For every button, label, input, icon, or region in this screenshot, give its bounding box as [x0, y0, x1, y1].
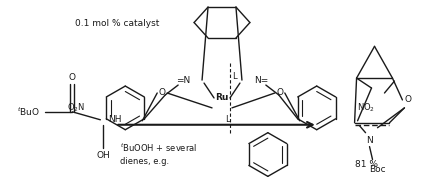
Text: N: N	[366, 136, 373, 145]
Text: $^t$BuO: $^t$BuO	[17, 106, 41, 118]
Text: 0.1 mol % catalyst: 0.1 mol % catalyst	[76, 18, 160, 28]
Text: O: O	[405, 95, 412, 105]
Text: N=: N=	[254, 76, 268, 85]
Text: NO$_2$: NO$_2$	[357, 102, 375, 114]
Text: $^t$BuOOH + several
dienes, e.g.: $^t$BuOOH + several dienes, e.g.	[120, 142, 198, 166]
Text: L: L	[232, 72, 236, 81]
Text: =N: =N	[176, 76, 190, 85]
Text: O: O	[159, 88, 166, 97]
Text: OH: OH	[96, 151, 110, 160]
Text: O$_2$N: O$_2$N	[67, 102, 85, 114]
Text: L: L	[225, 115, 229, 124]
Text: Ru: Ru	[215, 93, 229, 102]
Text: O: O	[69, 73, 76, 82]
Text: Boc: Boc	[369, 165, 386, 174]
Text: 81 %: 81 %	[354, 160, 377, 169]
Text: O: O	[276, 88, 283, 97]
Text: NH: NH	[108, 115, 122, 124]
